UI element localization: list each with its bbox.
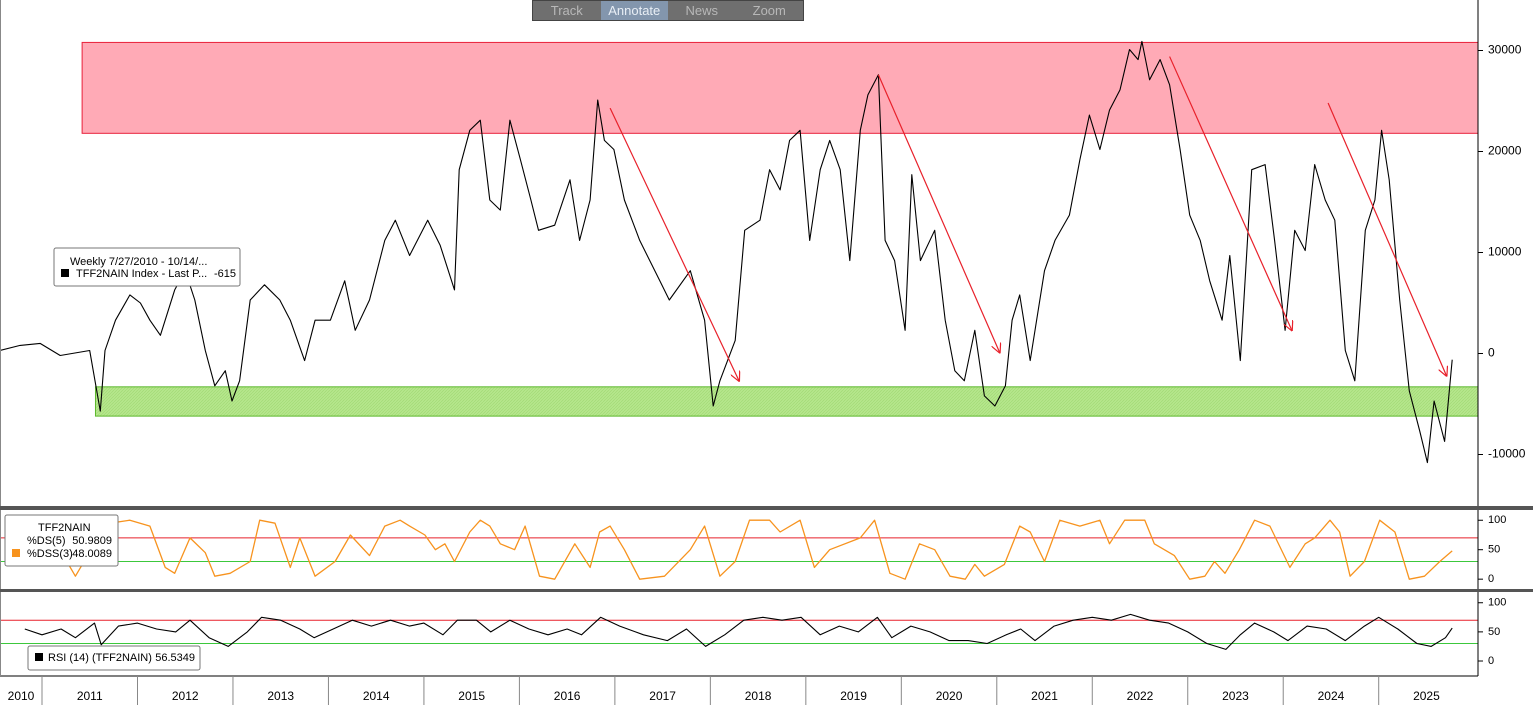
- toolbar-button[interactable]: Track: [550, 3, 583, 18]
- zone: [94, 386, 1479, 417]
- x-tick-label: 2013: [267, 689, 294, 703]
- x-tick-label: 2016: [554, 689, 581, 703]
- y-tick-label: 0: [1488, 573, 1494, 585]
- x-tick-label: 2015: [458, 689, 485, 703]
- y-tick-label: 30000: [1488, 43, 1522, 57]
- panel-divider: [0, 589, 1533, 592]
- legend-swatch: [61, 269, 69, 277]
- legend-value: 48.0089: [72, 548, 112, 560]
- x-tick-label: 2018: [745, 689, 772, 703]
- toolbar-button[interactable]: News: [685, 3, 718, 18]
- x-tick-label: 2020: [936, 689, 963, 703]
- trend-arrow: [1169, 56, 1292, 331]
- y-tick-label: 100: [1488, 597, 1506, 609]
- y-tick-label: 50: [1488, 626, 1500, 638]
- legend-swatch: [12, 549, 20, 557]
- y-tick-label: 0: [1488, 655, 1494, 667]
- legend-box: [27, 645, 201, 671]
- x-tick-label: 2011: [77, 689, 103, 703]
- x-tick-label: 2017: [649, 689, 676, 703]
- x-tick-label: 2019: [840, 689, 867, 703]
- legend-label: RSI (14) (TFF2NAIN): [48, 652, 152, 664]
- trend-arrow: [1327, 102, 1446, 376]
- x-tick-label: 2023: [1222, 689, 1249, 703]
- legend-value: 50.9809: [72, 535, 112, 547]
- x-tick-label: 2010: [8, 689, 35, 703]
- x-tick-label: 2022: [1127, 689, 1154, 703]
- y-tick-label: 0: [1488, 346, 1495, 360]
- zone: [81, 41, 1479, 134]
- trend-arrow: [877, 74, 999, 353]
- panel-divider: [0, 506, 1533, 510]
- legend-swatch: [35, 653, 43, 661]
- x-tick-label: 2025: [1413, 689, 1440, 703]
- y-tick-label: 50: [1488, 544, 1500, 556]
- legend-label: %DSS(3): [27, 548, 73, 560]
- x-tick-label: 2012: [172, 689, 199, 703]
- trend-arrow: [609, 107, 739, 381]
- legend-title: Weekly 7/27/2010 - 10/14/...: [70, 256, 207, 268]
- x-tick-label: 2024: [1318, 689, 1345, 703]
- y-tick-label: 20000: [1488, 144, 1522, 158]
- legend-box: [4, 514, 119, 567]
- legend-label: %DS(5): [27, 535, 66, 547]
- series-line: [0, 40, 1453, 464]
- toolbar-button[interactable]: Zoom: [752, 3, 786, 18]
- toolbar-button[interactable]: Annotate: [600, 1, 668, 20]
- legend-label: TFF2NAIN Index - Last P...: [76, 268, 207, 280]
- y-tick-label: -10000: [1488, 447, 1526, 461]
- x-tick-label: 2014: [363, 689, 390, 703]
- legend-value: 56.5349: [155, 652, 195, 664]
- x-tick-label: 2021: [1031, 689, 1058, 703]
- legend-box: [53, 247, 241, 287]
- y-tick-label: 100: [1488, 514, 1506, 526]
- toolbar: Track Annotate News Zoom: [532, 0, 804, 21]
- series-line: [29, 519, 1453, 580]
- legend-value: -615: [214, 268, 236, 280]
- y-tick-label: 10000: [1488, 245, 1522, 259]
- series-line: [24, 613, 1453, 650]
- legend-title: TFF2NAIN: [38, 522, 91, 534]
